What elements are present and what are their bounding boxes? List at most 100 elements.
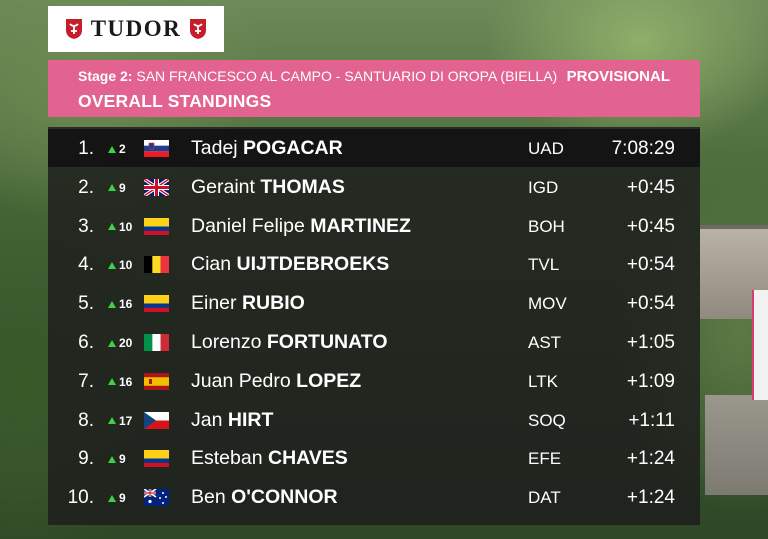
gap-time: +0:54 <box>626 254 675 276</box>
standings-row: 1. 2 Tadej POGACAR UAD 7:08:29 <box>48 129 700 167</box>
standings-row: 7. 16 Juan Pedro LOPEZ LTK +1:09 <box>48 362 700 400</box>
rank: 1. <box>78 138 94 159</box>
tudor-logo: TUDOR <box>48 6 224 52</box>
rider-first-name: Einer <box>191 292 237 315</box>
standings-header: Stage 2: SAN FRANCESCO AL CAMPO - SANTUA… <box>48 60 700 117</box>
position-gain: 9 <box>108 491 126 505</box>
rider-name: Geraint THOMAS <box>191 176 345 199</box>
gap-time: +1:24 <box>626 448 675 470</box>
rider-last-name: HIRT <box>227 408 274 431</box>
tudor-shield-icon <box>190 19 207 39</box>
rider-first-name: Cian <box>191 253 232 276</box>
gap-time: 7:08:29 <box>611 138 675 159</box>
team-code: EFE <box>528 449 562 469</box>
rider-last-name: O'CONNOR <box>231 486 338 509</box>
gap-time: +0:45 <box>626 215 675 237</box>
rank: 8. <box>78 409 94 431</box>
rider-last-name: LOPEZ <box>296 369 362 392</box>
gain-value: 2 <box>119 142 126 156</box>
position-gain: 20 <box>108 336 132 350</box>
rider-first-name: Esteban <box>191 447 263 470</box>
status-badge: PROVISIONAL <box>566 68 670 85</box>
rank: 3. <box>78 215 94 237</box>
standings-row: 2. 9 Geraint THOMAS IGD +0:45 <box>48 168 700 206</box>
position-gain: 17 <box>108 414 132 428</box>
team-code: LTK <box>528 371 558 391</box>
up-arrow-icon <box>108 300 116 308</box>
brand-name: TUDOR <box>90 16 182 41</box>
team-code: DAT <box>528 488 561 508</box>
roadside-banner <box>752 290 768 400</box>
position-gain: 10 <box>108 220 132 234</box>
gap-time: +1:05 <box>626 332 675 353</box>
standings-row: 5. 16 Einer RUBIO MOV +0:54 <box>48 284 700 322</box>
rider-first-name: Ben <box>191 486 226 509</box>
rider-name: Cian UIJTDEBROEKS <box>191 253 389 276</box>
standings-row: 10. 9 Ben O'CONNOR DAT +1:24 <box>48 478 700 516</box>
rank: 5. <box>78 293 94 315</box>
stage-line: Stage 2: SAN FRANCESCO AL CAMPO - SANTUA… <box>78 68 557 84</box>
gain-value: 9 <box>119 491 126 506</box>
rank: 9. <box>78 448 94 470</box>
stage-route: SAN FRANCESCO AL CAMPO - SANTUARIO DI OR… <box>136 68 558 84</box>
rank: 6. <box>78 332 94 353</box>
up-arrow-icon <box>108 339 116 347</box>
rider-name: Tadej POGACAR <box>191 137 343 160</box>
rider-last-name: RUBIO <box>241 292 305 315</box>
team-code: IGD <box>528 177 559 197</box>
gain-value: 9 <box>119 180 126 195</box>
rank: 7. <box>78 370 94 392</box>
position-gain: 16 <box>108 375 132 389</box>
rider-last-name: CHAVES <box>267 447 348 470</box>
rider-first-name: Daniel Felipe <box>191 214 305 237</box>
rider-name: Esteban CHAVES <box>191 447 348 470</box>
colombia-flag <box>144 450 169 468</box>
standings-table: 1. 2 Tadej POGACAR UAD 7:08:29 2. 9 Geraint THO… <box>48 127 700 525</box>
gap-time: +1:09 <box>626 370 675 392</box>
rank: 10. <box>67 487 94 509</box>
czech-flag <box>144 411 169 429</box>
gain-value: 10 <box>119 258 133 273</box>
up-arrow-icon <box>108 455 116 463</box>
italy-flag <box>144 334 169 351</box>
rider-first-name: Lorenzo <box>191 331 262 353</box>
position-gain: 2 <box>108 142 126 156</box>
rank: 2. <box>78 176 94 198</box>
position-gain: 9 <box>108 181 126 195</box>
tudor-shield-icon <box>65 19 82 39</box>
gain-value: 16 <box>119 297 133 312</box>
rider-last-name: MARTINEZ <box>310 214 411 237</box>
gain-value: 9 <box>119 452 126 467</box>
spain-flag <box>144 372 169 390</box>
rider-last-name: UIJTDEBROEKS <box>236 253 390 276</box>
rider-name: Jan HIRT <box>191 409 273 432</box>
position-gain: 9 <box>108 452 126 466</box>
page-title: OVERALL STANDINGS <box>78 91 272 111</box>
rider-last-name: THOMAS <box>260 175 345 198</box>
standings-row: 3. 10 Daniel Felipe MARTINEZ BOH +0:45 <box>48 207 700 245</box>
rider-name: Juan Pedro LOPEZ <box>191 370 361 393</box>
gap-time: +1:11 <box>628 409 675 431</box>
australia-flag <box>144 489 169 507</box>
gain-value: 16 <box>119 374 133 389</box>
team-code: MOV <box>528 294 567 314</box>
rider-name: Lorenzo FORTUNATO <box>191 331 388 354</box>
stage-label: Stage 2: <box>78 68 133 84</box>
rider-first-name: Juan Pedro <box>191 369 291 392</box>
gain-value: 20 <box>119 336 133 350</box>
team-code: BOH <box>528 216 565 236</box>
rider-name: Daniel Felipe MARTINEZ <box>191 215 411 238</box>
colombia-flag <box>144 295 169 313</box>
standings-row: 9. 9 Esteban CHAVES EFE +1:24 <box>48 439 700 477</box>
up-arrow-icon <box>108 223 116 231</box>
team-code: UAD <box>528 139 564 158</box>
gain-value: 17 <box>119 413 133 428</box>
rider-first-name: Jan <box>191 408 223 431</box>
up-arrow-icon <box>108 261 116 269</box>
up-arrow-icon <box>108 145 116 153</box>
up-arrow-icon <box>108 184 116 192</box>
position-gain: 16 <box>108 297 132 311</box>
rider-first-name: Geraint <box>191 175 255 198</box>
rank: 4. <box>78 254 94 276</box>
rider-last-name: FORTUNATO <box>266 331 388 353</box>
